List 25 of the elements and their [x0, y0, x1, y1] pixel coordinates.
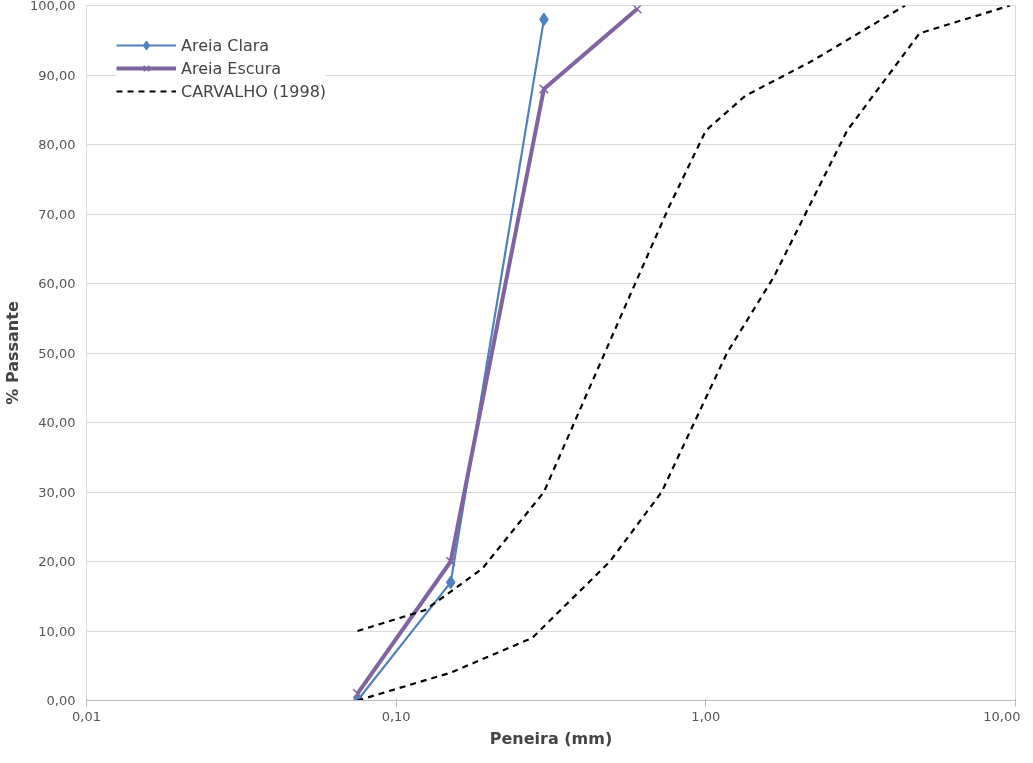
x-tick-label: 10,00 [983, 708, 1021, 724]
point [538, 83, 549, 94]
y-tick-label: 90,00 [38, 67, 76, 83]
y-tick-label: 10,00 [38, 623, 76, 639]
y-tick-label: 100,00 [30, 0, 76, 13]
y-tick-label: 80,00 [38, 137, 76, 152]
y-tick-label: 30,00 [38, 484, 76, 500]
legend-label: Areia Escura [181, 58, 282, 78]
y-tick-label: 20,00 [38, 554, 76, 569]
y-tick-label: 50,00 [38, 345, 76, 361]
x-tick-label: 0,01 [72, 708, 101, 724]
x-tick-label: 0,10 [381, 708, 411, 724]
x-axis-title: Peneira (mm) [489, 728, 613, 748]
y-axis-title: % Passante [3, 301, 23, 405]
y-tick-label: 0,00 [46, 693, 76, 708]
y-tick-label: 60,00 [38, 276, 76, 291]
y-tick-label: 40,00 [38, 415, 76, 430]
point [445, 575, 456, 590]
y-tick-label: 70,00 [38, 206, 76, 222]
point [632, 5, 643, 14]
x-tick-label: 1,00 [691, 708, 721, 724]
point [445, 556, 456, 567]
legend-label: Areia Clara [181, 35, 270, 55]
point [352, 688, 363, 699]
legend-label: CARVALHO (1998) [181, 81, 327, 101]
